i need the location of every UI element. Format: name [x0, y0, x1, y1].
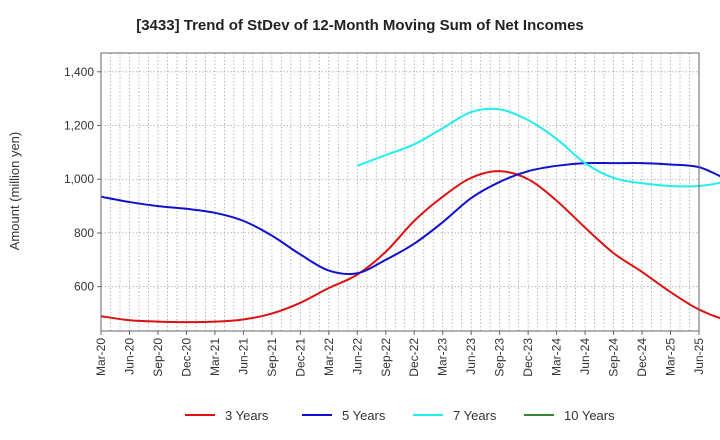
x-tick-label: Dec-23	[521, 338, 535, 377]
x-tick-label: Jun-20	[122, 338, 136, 375]
x-tick-label: Mar-22	[322, 338, 336, 376]
x-tick-label: Jun-24	[578, 338, 592, 375]
grid-lines	[100, 53, 700, 331]
x-tick-label: Mar-21	[208, 338, 222, 376]
y-tick-label: 800	[74, 226, 94, 240]
x-tick-label: Mar-24	[550, 338, 564, 376]
legend-label-3: 7 Years	[453, 408, 497, 423]
legend: 3 Years 5 Years 7 Years 10 Years	[185, 408, 615, 423]
y-tick-label: 1,200	[64, 119, 94, 133]
series-line-1	[100, 170, 720, 324]
legend-label-2: 5 Years	[342, 408, 386, 423]
legend-label-1: 3 Years	[225, 408, 269, 423]
y-tick-label: 600	[74, 280, 94, 294]
plot-area-frame	[100, 52, 700, 332]
x-tick-label: Dec-20	[179, 338, 193, 377]
chart-title: [3433] Trend of StDev of 12-Month Moving…	[136, 17, 584, 34]
x-tick-label: Dec-22	[407, 338, 421, 377]
series-line-3	[356, 107, 720, 188]
x-tick-label: Jun-21	[236, 338, 250, 375]
x-axis-ticks: Mar-20 Jun-20 Sep-20 Dec-20 Mar-21 Jun-21 Sep-…	[94, 331, 706, 377]
x-tick-label: Sep-22	[379, 338, 393, 377]
x-tick-label: Dec-24	[635, 338, 649, 377]
x-tick-label: Mar-23	[436, 338, 450, 376]
series-lines	[100, 107, 720, 324]
x-tick-label: Sep-24	[607, 338, 621, 377]
x-tick-label: Sep-23	[493, 338, 507, 377]
x-tick-label: Jun-23	[464, 338, 478, 375]
x-tick-label: Sep-20	[151, 338, 165, 377]
x-tick-label: Jun-25	[692, 338, 706, 375]
x-tick-label: Jun-22	[350, 338, 364, 375]
x-tick-label: Mar-25	[664, 338, 678, 376]
y-axis-ticks: 600 800 1,000 1,200 1,400	[64, 65, 101, 294]
y-axis-label: Amount (million yen)	[7, 132, 22, 251]
x-tick-label: Sep-21	[265, 338, 279, 377]
x-tick-label: Dec-21	[293, 338, 307, 377]
y-tick-label: 1,400	[64, 65, 94, 79]
x-tick-label: Mar-20	[94, 338, 108, 376]
series-line-2	[100, 161, 720, 276]
legend-label-4: 10 Years	[564, 408, 615, 423]
y-tick-label: 1,000	[64, 172, 94, 186]
